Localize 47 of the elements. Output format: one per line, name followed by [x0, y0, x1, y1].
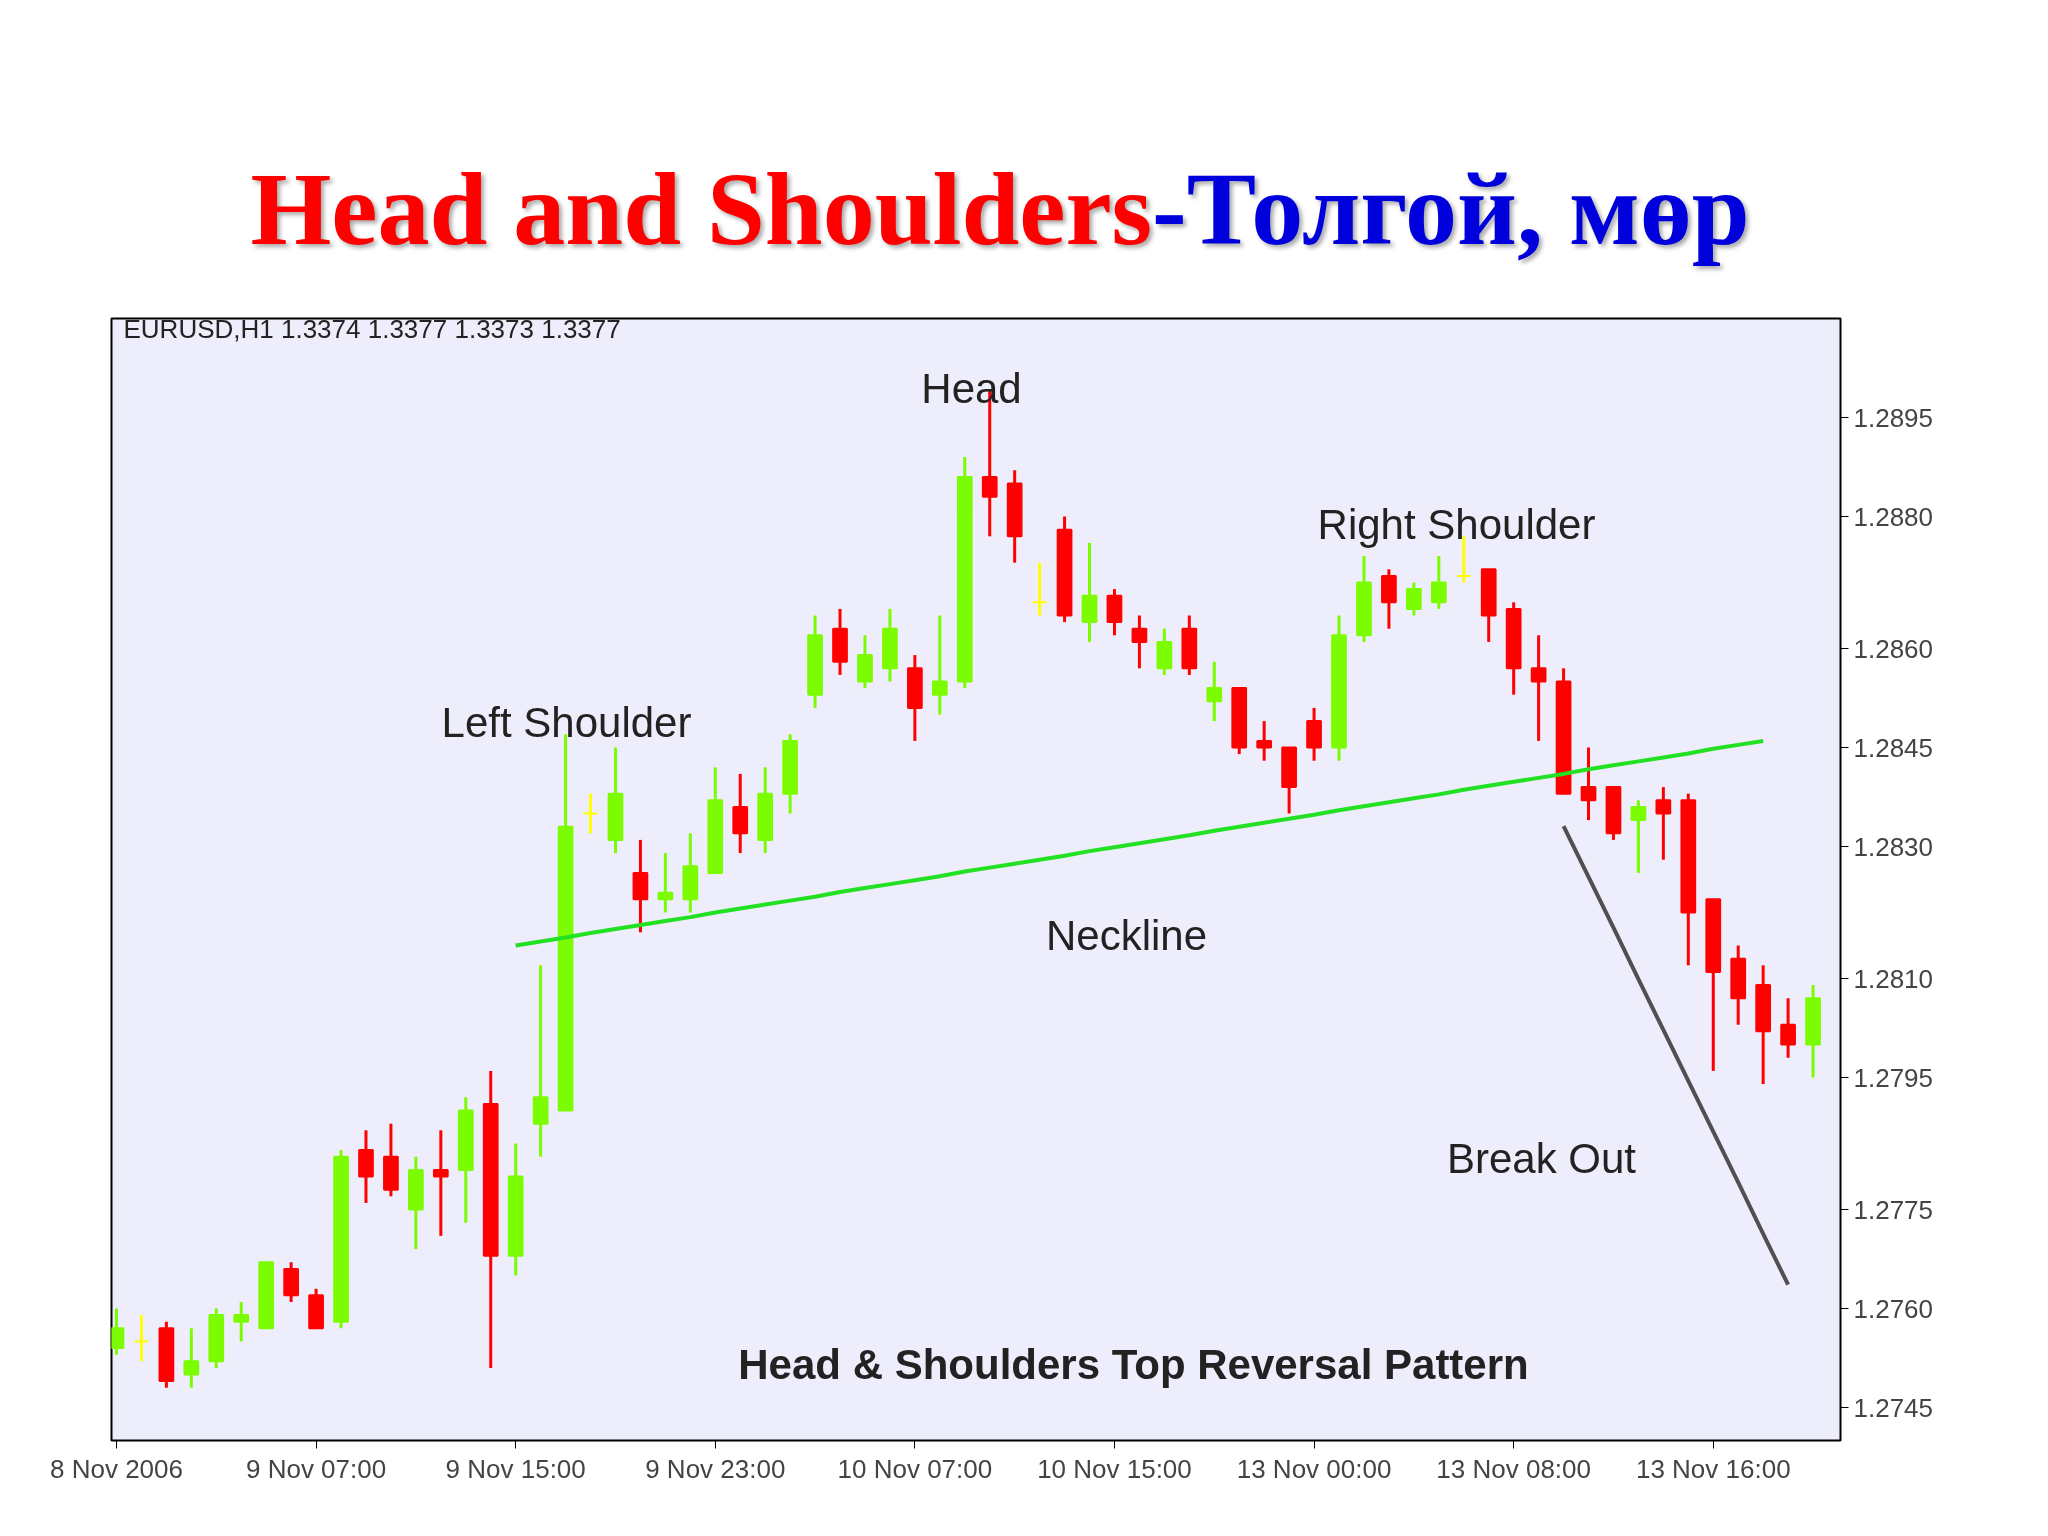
y-tick-label: 1.2845	[1853, 732, 1934, 763]
candlestick	[1580, 747, 1597, 822]
candlestick	[1131, 615, 1148, 669]
x-tick-label: 13 Nov 00:00	[1236, 1453, 1392, 1484]
candlestick	[183, 1328, 200, 1388]
candlestick	[1031, 562, 1048, 616]
candlestick	[1530, 635, 1547, 741]
x-tick-label: 10 Nov 15:00	[1037, 1453, 1192, 1484]
candlestick	[1430, 556, 1447, 609]
x-tick-label: 9 Nov 07:00	[245, 1453, 387, 1484]
annotation: Head	[921, 365, 1022, 412]
annotation: Head & Shoulders Top Reversal Pattern	[738, 1341, 1529, 1388]
candlestick	[1406, 582, 1422, 616]
line-series	[513, 738, 1766, 948]
y-tick-label: 1.2810	[1853, 963, 1934, 994]
x-tick-label: 9 Nov 15:00	[445, 1453, 586, 1484]
annotation: Left Shoulder	[441, 699, 692, 746]
candlestick	[1256, 721, 1273, 761]
y-tick-label: 1.2860	[1853, 633, 1934, 664]
x-tick-label: 10 Nov 07:00	[837, 1453, 993, 1484]
x-tick-label: 13 Nov 08:00	[1436, 1453, 1591, 1484]
candlestick	[582, 793, 599, 834]
candlestick	[133, 1315, 150, 1362]
y-tick-label: 1.2795	[1853, 1062, 1934, 1093]
candlestick	[1780, 998, 1796, 1058]
y-tick-label: 1.2775	[1853, 1194, 1934, 1225]
x-tick-label: 13 Nov 16:00	[1635, 1453, 1791, 1484]
candlestick	[1206, 661, 1223, 723]
candlestick	[1630, 800, 1647, 873]
line-series	[1561, 824, 1791, 1287]
candlestick	[931, 615, 948, 715]
x-tick-label: 8 Nov 2006	[50, 1453, 183, 1484]
y-tick-label: 1.2895	[1853, 402, 1934, 433]
annotation: Neckline	[1045, 912, 1208, 959]
chart-title: Head and Shoulders-Толгой, мөр	[250, 151, 1750, 266]
candlestick	[432, 1130, 449, 1236]
candlestick	[1655, 787, 1672, 860]
annotation: Right Shoulder	[1317, 501, 1596, 548]
x-tick-label: 9 Nov 23:00	[645, 1453, 786, 1484]
candlestick	[657, 853, 674, 913]
annotation: EURUSD,H1 1.3374 1.3377 1.3373 1.3377	[123, 313, 621, 344]
annotation: Break Out	[1446, 1135, 1637, 1182]
y-tick-label: 1.2830	[1853, 831, 1934, 862]
y-tick-label: 1.2760	[1853, 1293, 1934, 1324]
y-tick-label: 1.2880	[1853, 501, 1934, 532]
candlestick	[233, 1301, 250, 1342]
y-tick-label: 1.2745	[1853, 1392, 1934, 1423]
